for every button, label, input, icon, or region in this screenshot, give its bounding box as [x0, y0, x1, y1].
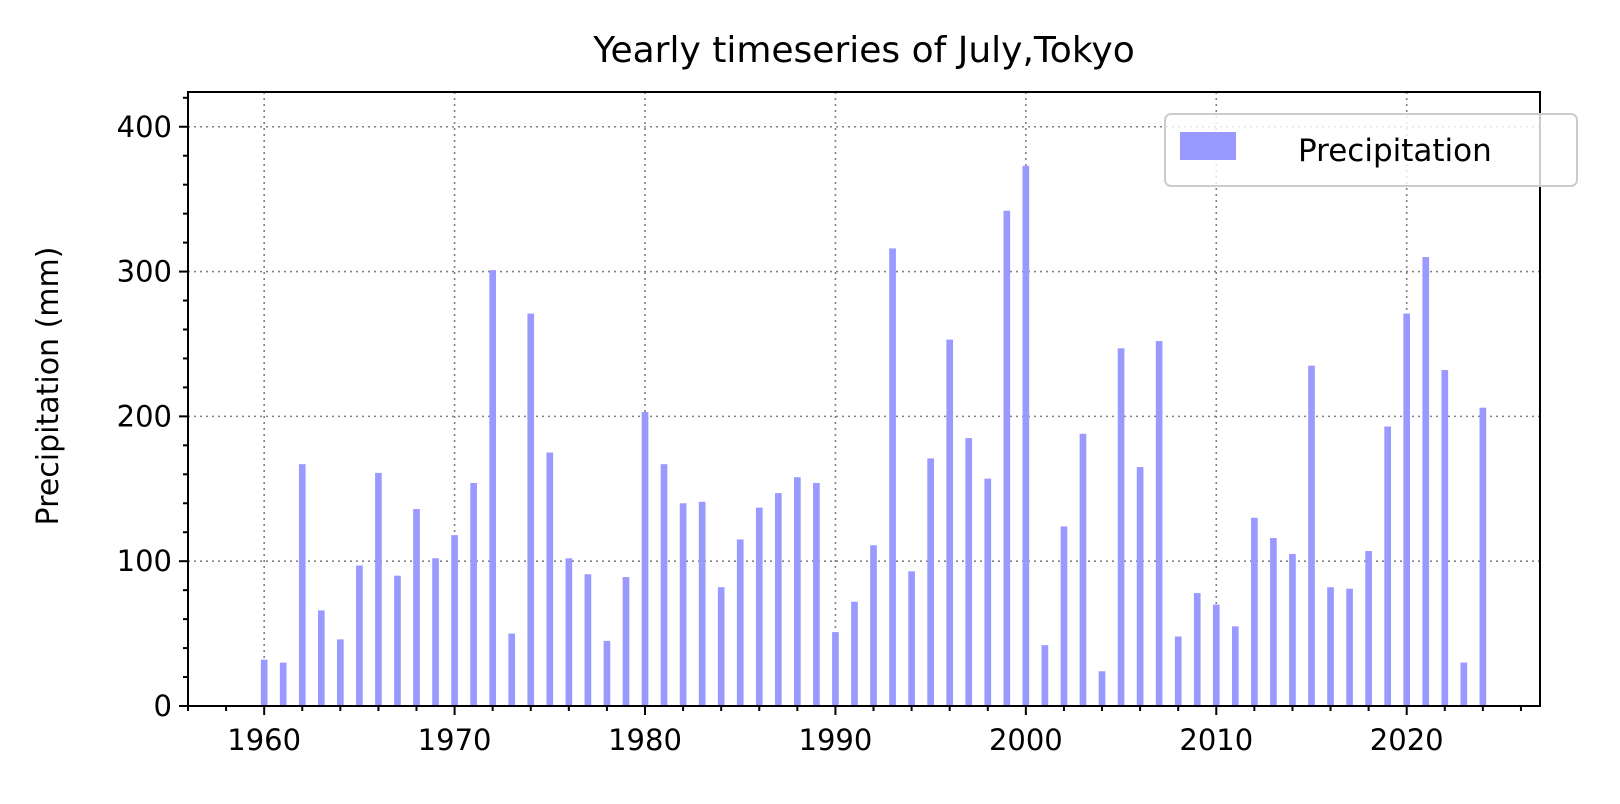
bar: [1403, 313, 1411, 706]
bar: [660, 464, 668, 706]
bar: [1460, 662, 1468, 706]
bar: [889, 248, 896, 706]
bar: [1136, 467, 1144, 706]
bar: [908, 571, 915, 706]
plot-area-frame: [187, 91, 1541, 707]
bar: [470, 482, 477, 706]
bar: [432, 558, 439, 706]
bar: [1003, 210, 1011, 706]
bar: [851, 601, 858, 706]
bar: [717, 587, 725, 706]
bar: [413, 509, 420, 706]
bar: [603, 640, 611, 706]
bar: [1308, 365, 1315, 706]
bar: [565, 558, 573, 706]
bar: [527, 313, 535, 706]
bar: [260, 659, 268, 706]
bar: [946, 339, 954, 706]
bar: [1346, 588, 1353, 706]
bar: [356, 565, 363, 706]
x-tick-label: 1960: [227, 723, 301, 757]
bar: [1327, 587, 1334, 706]
bar: [1060, 526, 1068, 706]
y-tick-label: 0: [154, 689, 172, 723]
y-tick-label: 300: [117, 255, 172, 289]
bar: [337, 639, 344, 706]
bar: [813, 482, 820, 706]
bar: [451, 535, 458, 706]
bar: [622, 577, 630, 706]
bar: [1289, 553, 1296, 706]
legend-swatch: [1180, 132, 1236, 160]
bar: [774, 493, 782, 706]
x-tick-label: 2020: [1370, 723, 1444, 757]
legend: Precipitation: [1164, 113, 1578, 187]
bar: [1174, 636, 1182, 706]
bar: [1479, 407, 1487, 706]
bar: [279, 662, 287, 706]
bar: [1022, 165, 1030, 707]
bar: [1098, 671, 1106, 706]
bar: [1193, 593, 1201, 706]
bar: [1155, 341, 1163, 706]
bar: [1365, 551, 1372, 706]
bar: [394, 575, 401, 706]
bar: [984, 478, 992, 706]
bar: [1231, 626, 1239, 706]
bar: [546, 452, 554, 706]
bar: [1117, 348, 1125, 706]
bar-series: [260, 165, 1487, 707]
bar: [489, 270, 497, 706]
bar: [1079, 433, 1087, 706]
bar: [317, 610, 325, 706]
bar: [794, 477, 801, 706]
bar: [927, 458, 934, 706]
bar: [508, 633, 516, 706]
axis-ticks: 1960 1970 1980 1990 2000 2010 2020 0 100 200 300 40…: [117, 96, 1522, 757]
x-tick-label: 2010: [1179, 723, 1253, 757]
bar: [679, 503, 687, 706]
bar: [1041, 645, 1049, 706]
x-tick-label: 1980: [608, 723, 682, 757]
bar: [1270, 538, 1277, 706]
x-tick-label: 2000: [989, 723, 1063, 757]
bar: [736, 539, 744, 706]
x-tick-label: 1970: [418, 723, 492, 757]
y-tick-label: 100: [117, 544, 172, 578]
bar: [1212, 604, 1220, 706]
bar: [584, 574, 592, 706]
y-tick-label: 200: [117, 399, 172, 433]
bar: [298, 464, 306, 706]
bar: [870, 545, 877, 706]
legend-box: [1164, 113, 1578, 187]
chart-title: Yearly timeseries of July,Tokyo: [592, 30, 1134, 71]
bar: [1441, 370, 1449, 706]
x-tick-label: 1990: [799, 723, 873, 757]
bar: [1422, 257, 1430, 706]
bar: [1384, 426, 1391, 706]
bar: [641, 412, 649, 706]
bar: [1251, 517, 1258, 706]
y-tick-label: 400: [117, 110, 172, 144]
y-axis-label: Precipitation (mm): [31, 247, 66, 526]
bar: [965, 438, 973, 706]
bar: [755, 507, 763, 706]
bar: [375, 472, 382, 706]
legend-label: Precipitation: [1298, 133, 1492, 169]
bar: [698, 501, 706, 706]
bar: [832, 632, 839, 706]
